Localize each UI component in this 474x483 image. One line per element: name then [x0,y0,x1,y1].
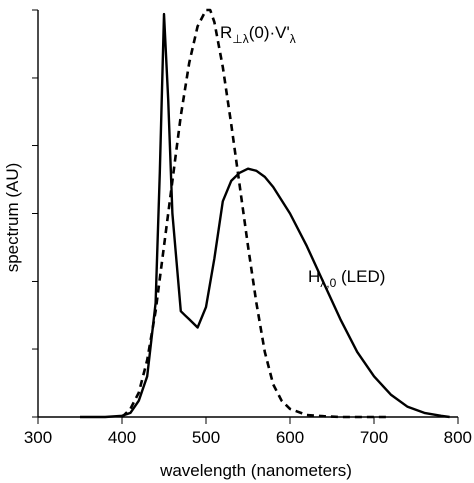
annotation-response-suffix: (0)·V' [249,23,290,42]
x-tick-label: 500 [192,428,220,447]
annotation-response-main: R [220,23,232,42]
x-tick-label: 800 [444,428,472,447]
series-annotation-led: Hλ,0 (LED) [308,267,385,290]
y-axis-title: spectrum (AU) [3,163,22,273]
x-tick-label: 300 [24,428,52,447]
annotation-led-sub: λ,0 [320,276,336,290]
x-tick-label: 400 [108,428,136,447]
series-layer [80,8,450,419]
annotation-response-sub2: λ [290,32,296,46]
annotation-led-suffix: (LED) [336,267,385,286]
x-axis-title: wavelength (nanometers) [159,461,352,480]
axes-layer [37,10,458,418]
y-ticks [32,9,38,418]
annotation-response-sub: ⊥λ [232,32,248,46]
series-line-response [121,8,391,419]
annotation-led-main: H [308,267,320,286]
x-tick-label: 700 [360,428,388,447]
x-ticks: 300 400 500 600 700 800 [24,417,472,447]
x-tick-label: 600 [276,428,304,447]
series-annotation-response: R⊥λ(0)·V'λ [220,23,296,46]
